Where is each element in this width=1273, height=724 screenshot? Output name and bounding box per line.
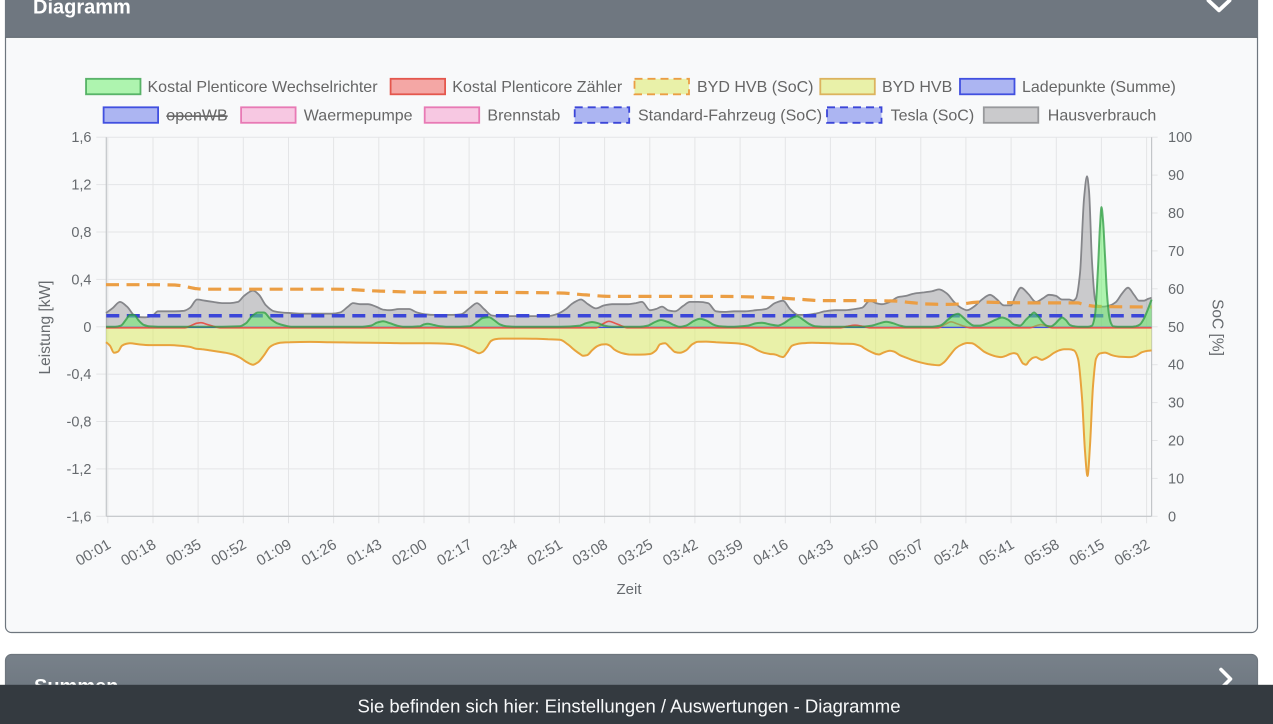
svg-text:openWB: openWB [166, 108, 227, 125]
svg-text:Sie befinden sich hier: Einste: Sie befinden sich hier: Einstellungen / … [358, 695, 901, 716]
svg-text:0,8: 0,8 [71, 225, 91, 241]
svg-text:20: 20 [1168, 434, 1184, 450]
svg-text:80: 80 [1168, 206, 1184, 222]
svg-text:Standard-Fahrzeug (SoC): Standard-Fahrzeug (SoC) [638, 108, 822, 125]
svg-text:-0,8: -0,8 [67, 415, 92, 431]
svg-text:50: 50 [1168, 320, 1184, 336]
svg-text:Ladepunkte (Summe): Ladepunkte (Summe) [1022, 79, 1176, 96]
svg-text:0,4: 0,4 [71, 272, 91, 288]
svg-text:70: 70 [1168, 244, 1184, 260]
svg-text:60: 60 [1168, 282, 1184, 298]
svg-text:Tesla (SoC): Tesla (SoC) [891, 108, 975, 125]
svg-text:40: 40 [1168, 358, 1184, 374]
svg-text:Zeit: Zeit [616, 581, 642, 598]
svg-text:Brennstab: Brennstab [487, 108, 560, 125]
svg-text:0: 0 [83, 320, 91, 336]
svg-text:90: 90 [1168, 168, 1184, 184]
svg-text:Kostal Plenticore Zähler: Kostal Plenticore Zähler [452, 79, 623, 96]
svg-text:SoC [%]: SoC [%] [1209, 299, 1226, 356]
svg-text:-1,2: -1,2 [67, 462, 92, 478]
svg-text:30: 30 [1168, 396, 1184, 412]
svg-text:Leistung [kW]: Leistung [kW] [37, 281, 54, 375]
svg-text:1,6: 1,6 [71, 130, 91, 146]
svg-text:BYD HVB: BYD HVB [882, 79, 952, 96]
svg-text:-0,4: -0,4 [67, 367, 92, 383]
svg-text:1,2: 1,2 [71, 178, 91, 194]
svg-text:Hausverbrauch: Hausverbrauch [1048, 108, 1157, 125]
svg-text:Diagramm: Diagramm [33, 0, 131, 19]
svg-text:Kostal Plenticore Wechselricht: Kostal Plenticore Wechselrichter [148, 79, 379, 96]
svg-text:0: 0 [1168, 509, 1176, 525]
svg-text:100: 100 [1168, 130, 1192, 146]
svg-text:-1,6: -1,6 [67, 509, 92, 525]
svg-text:10: 10 [1168, 471, 1184, 487]
svg-text:BYD HVB (SoC): BYD HVB (SoC) [697, 79, 813, 96]
svg-text:Waermepumpe: Waermepumpe [304, 108, 413, 125]
